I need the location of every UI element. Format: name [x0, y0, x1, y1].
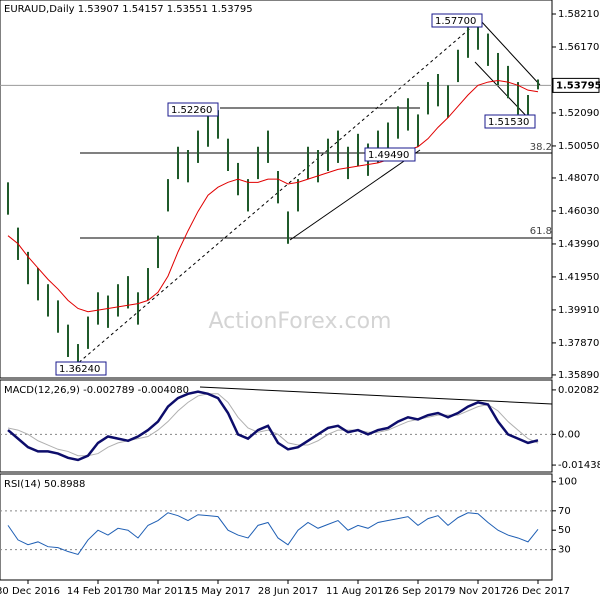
- last-price-box: [552, 77, 600, 93]
- last-price-label: 1.53795: [556, 80, 600, 91]
- y-tick-label: 0.00: [558, 429, 580, 440]
- y-tick-label: 1.35890: [558, 370, 599, 381]
- annotation-label: 1.52260: [171, 105, 212, 116]
- y-tick-label: 1.48070: [558, 173, 599, 184]
- y-tick-label: 1.37870: [558, 338, 599, 349]
- y-tick-label: 1.39910: [558, 305, 599, 316]
- series-line: [7, 390, 539, 462]
- price-title: EURAUD,Daily 1.53907 1.54157 1.53551 1.5…: [4, 4, 253, 15]
- x-tick-label: 26 Dec 2017: [506, 586, 570, 597]
- fib-label: 61.8: [530, 226, 552, 237]
- series-line: [7, 512, 539, 556]
- fib-label: 38.2: [530, 142, 552, 153]
- y-tick-label: 70: [558, 506, 571, 517]
- x-tick-label: 28 Jun 2017: [258, 586, 318, 597]
- x-tick-label: 15 May 2017: [185, 586, 250, 597]
- macd-panel: [0, 379, 553, 473]
- x-tick-label: 30 Mar 2017: [126, 586, 189, 597]
- macd-title: MACD(12,26,9) -0.002789 -0.004080: [4, 385, 189, 396]
- annotation-label: 1.57700: [435, 16, 476, 27]
- x-tick-label: 11 Aug 2017: [326, 586, 390, 597]
- x-tick-label: 26 Sep 2017: [386, 586, 449, 597]
- x-tick-label: 9 Nov 2017: [449, 586, 507, 597]
- y-tick-label: 1.46030: [558, 206, 599, 217]
- y-tick-label: 30: [558, 545, 571, 556]
- y-tick-label: 1.50050: [558, 141, 599, 152]
- annotation-box: [364, 147, 416, 162]
- y-tick-label: 50: [558, 525, 571, 536]
- x-tick-label: 30 Dec 2016: [0, 586, 60, 597]
- y-tick-label: 1.43990: [558, 239, 599, 250]
- series-line: [7, 79, 539, 313]
- y-tick-label: 1.56170: [558, 42, 599, 53]
- series-line: [7, 393, 539, 457]
- y-tick-label: 100: [558, 477, 577, 488]
- annotation-label: 1.49490: [368, 150, 409, 161]
- annotation-label: 1.51530: [488, 117, 529, 128]
- trend-lines: [69, 19, 553, 405]
- y-tick-label: 1.58210: [558, 9, 599, 20]
- y-tick-label: -0.014386: [558, 460, 600, 471]
- annotation-label: 1.36240: [59, 364, 100, 375]
- price-panel: [0, 0, 553, 379]
- x-tick-label: 14 Feb 2017: [67, 586, 129, 597]
- rsi-title: RSI(14) 50.8988: [4, 479, 85, 490]
- rsi-panel: [0, 473, 553, 581]
- y-tick-label: 0.020827: [558, 385, 600, 396]
- y-tick-label: 1.41950: [558, 272, 599, 283]
- annotation-box: [167, 102, 219, 117]
- watermark: ActionForex.com: [209, 309, 392, 334]
- annotation-box: [484, 114, 536, 129]
- annotation-box: [431, 13, 483, 28]
- annotation-box: [55, 361, 107, 376]
- y-tick-label: 1.52090: [558, 108, 599, 119]
